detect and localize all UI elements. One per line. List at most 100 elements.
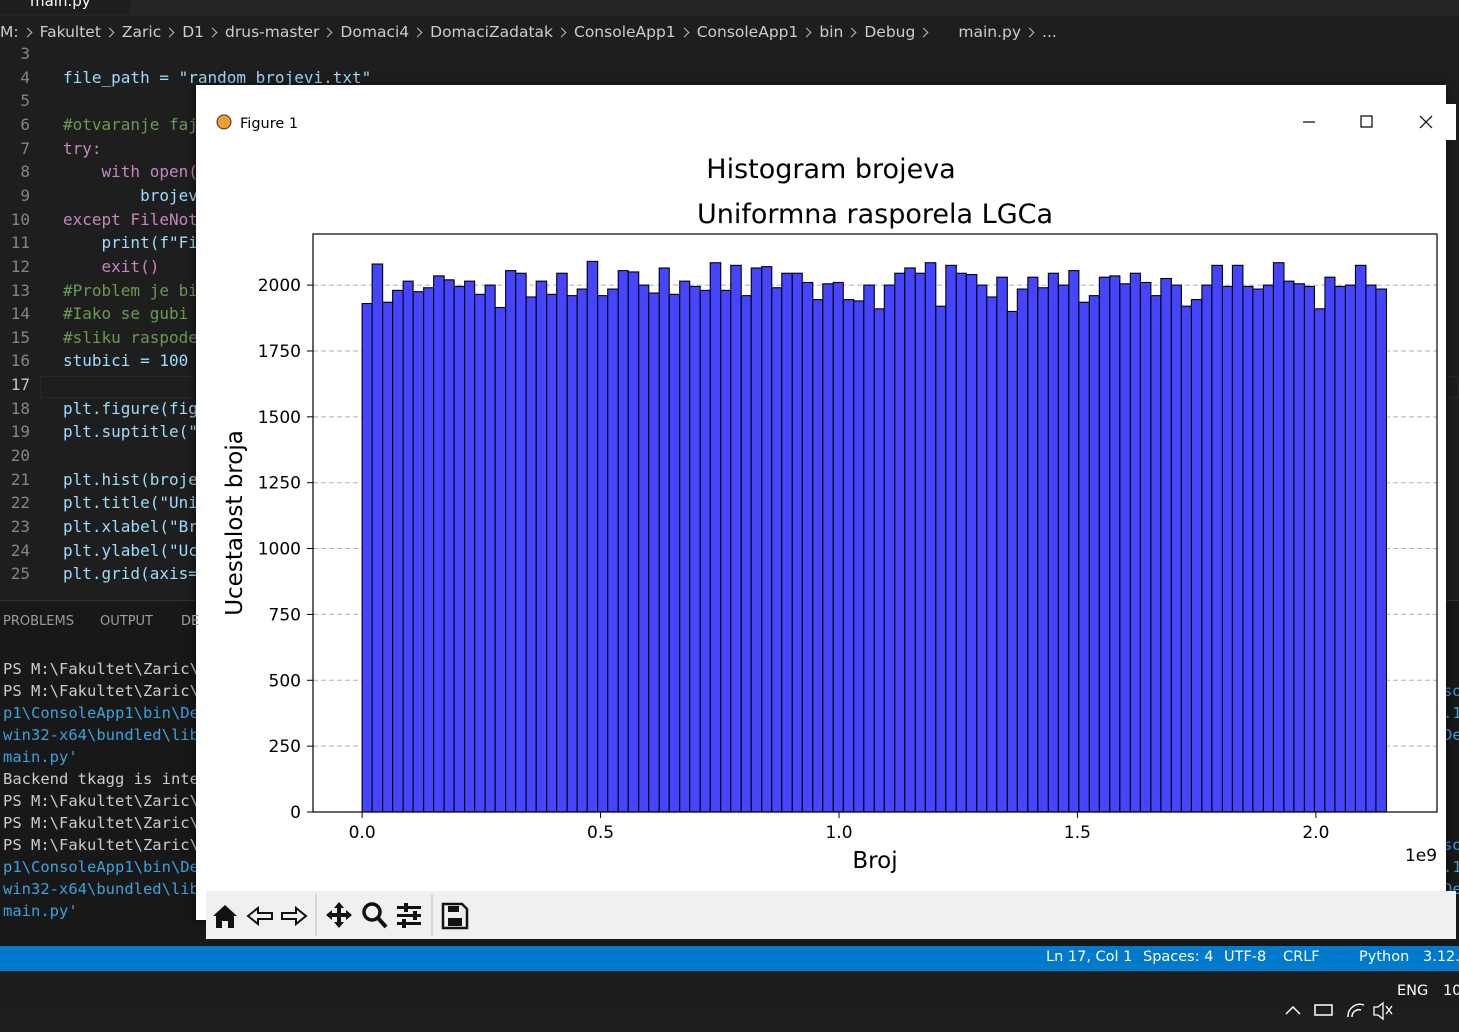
x-offset-label: 1e9 xyxy=(1405,846,1437,866)
bar xyxy=(1201,284,1213,813)
line-number: 20 xyxy=(10,446,30,466)
line-number: 15 xyxy=(10,327,30,347)
panel-tab[interactable]: PROBLEMS xyxy=(3,614,74,629)
y-axis-label: Ucestalost broja xyxy=(222,430,248,616)
code-line: plt.title("Uni xyxy=(63,493,198,513)
bar xyxy=(505,270,517,813)
code-line: plt.ylabel("Uc xyxy=(63,540,198,560)
close[interactable] xyxy=(1419,115,1433,129)
bar xyxy=(1016,288,1029,813)
line-number: 11 xyxy=(10,233,30,253)
line-number: 23 xyxy=(10,517,30,536)
y-tick-label: 0 xyxy=(290,803,301,823)
terminal-line: PS M:\Fakultet\Zaric\D xyxy=(3,814,209,832)
terminal-line: PS M:\Fakultet\Zaric\D xyxy=(3,682,209,700)
bar xyxy=(392,289,404,813)
bar xyxy=(494,306,507,813)
bar xyxy=(412,291,425,813)
x-tick-label: 0.0 xyxy=(349,823,376,843)
breadcrumb[interactable]: main.py xyxy=(958,23,1042,41)
bar xyxy=(965,274,978,813)
bar xyxy=(904,267,917,813)
bar xyxy=(597,295,609,813)
terminal-line: win32-x64\bundled\libs xyxy=(3,880,209,898)
save-button[interactable] xyxy=(441,902,469,930)
y-tick-label: 750 xyxy=(269,605,301,625)
bar xyxy=(1324,276,1336,813)
bar xyxy=(1129,272,1142,813)
line-number: 10 xyxy=(10,209,30,229)
bar xyxy=(689,285,701,813)
bar xyxy=(1345,284,1357,813)
bar xyxy=(1273,262,1285,813)
breadcrumb[interactable]: ConsoleApp1 xyxy=(697,23,820,41)
zoom-button[interactable] xyxy=(362,902,382,922)
bar xyxy=(361,302,373,813)
breadcrumb[interactable]: M: xyxy=(0,23,40,41)
terminal-fragment: .1 xyxy=(1443,858,1459,876)
breadcrumb[interactable]: bin xyxy=(819,23,864,41)
line-number: 17 xyxy=(10,375,30,395)
breadcrumb[interactable]: ConsoleApp1 xyxy=(574,23,697,41)
home-button[interactable] xyxy=(213,905,238,928)
breadcrumb[interactable]: Fakultet xyxy=(40,23,122,41)
line-number: 18 xyxy=(10,398,30,418)
line-number: 25 xyxy=(10,564,30,584)
terminal-line: PS M:\Fakultet\Zaric\D xyxy=(3,660,209,678)
status-item[interactable]: Spaces: 4 xyxy=(1143,949,1214,965)
bar xyxy=(730,264,742,813)
breadcrumb[interactable]: Debug xyxy=(864,23,936,41)
breadcrumb[interactable]: DomaciZadatak xyxy=(430,23,574,41)
configure-button[interactable] xyxy=(397,906,422,925)
code-line: plt.hist(broje xyxy=(63,469,198,489)
bar xyxy=(1088,295,1101,813)
status-item[interactable]: UTF-8 xyxy=(1224,949,1267,965)
terminal-fragment: De xyxy=(1443,726,1459,744)
maximize[interactable] xyxy=(1360,115,1373,128)
bar xyxy=(1334,285,1347,813)
terminal-line: main.py' xyxy=(3,902,78,920)
bar xyxy=(515,272,527,813)
panel-tab[interactable]: OUTPUT xyxy=(100,614,153,629)
bar xyxy=(1150,295,1162,813)
bar xyxy=(945,264,958,813)
code-line: plt.figure(fig xyxy=(63,398,198,418)
status-item[interactable]: Python xyxy=(1359,949,1410,965)
status-item[interactable]: Ln 17, Col 1 xyxy=(1046,949,1133,965)
bar xyxy=(1006,310,1019,813)
back-button[interactable] xyxy=(246,905,274,927)
bar xyxy=(525,296,537,813)
status-item[interactable]: CRLF xyxy=(1283,949,1320,965)
terminal-line: PS M:\Fakultet\Zaric\D xyxy=(3,836,209,854)
line-number: 24 xyxy=(10,540,30,560)
code-line: plt.grid(axis= xyxy=(63,564,198,584)
bar xyxy=(1119,283,1132,813)
pan-button[interactable] xyxy=(326,902,353,928)
chart-title: Uniformna rasporela LGCa xyxy=(697,199,1053,230)
bar xyxy=(771,287,783,813)
taskbar xyxy=(0,972,1459,1021)
y-tick-label: 1750 xyxy=(258,342,301,362)
breadcrumb[interactable]: ... xyxy=(1042,23,1057,41)
breadcrumb[interactable]: drus-master xyxy=(225,23,340,41)
bar xyxy=(1181,305,1193,813)
panel-tab[interactable]: DE xyxy=(181,614,200,629)
forward-button[interactable] xyxy=(281,905,308,927)
terminal-fragment: so xyxy=(1443,682,1459,700)
bar xyxy=(1109,275,1121,813)
taskbar-item: ENG xyxy=(1397,983,1429,999)
bar xyxy=(761,266,773,813)
bar xyxy=(648,292,660,813)
bar xyxy=(1304,285,1316,813)
editor-tab[interactable]: main.py xyxy=(0,0,130,14)
suptitle: Histogram brojeva xyxy=(706,154,955,185)
terminal-line: PS M:\Fakultet\Zaric\D xyxy=(3,792,209,810)
breadcrumb[interactable]: D1 xyxy=(182,23,225,41)
breadcrumb[interactable]: Domaci4 xyxy=(340,23,430,41)
status-item[interactable]: 3.12.7 xyxy=(1423,949,1459,965)
bar xyxy=(1222,285,1234,813)
breadcrumb[interactable]: Zaric xyxy=(122,23,182,41)
bar xyxy=(535,280,548,813)
bar xyxy=(894,272,906,813)
bar xyxy=(443,279,455,813)
